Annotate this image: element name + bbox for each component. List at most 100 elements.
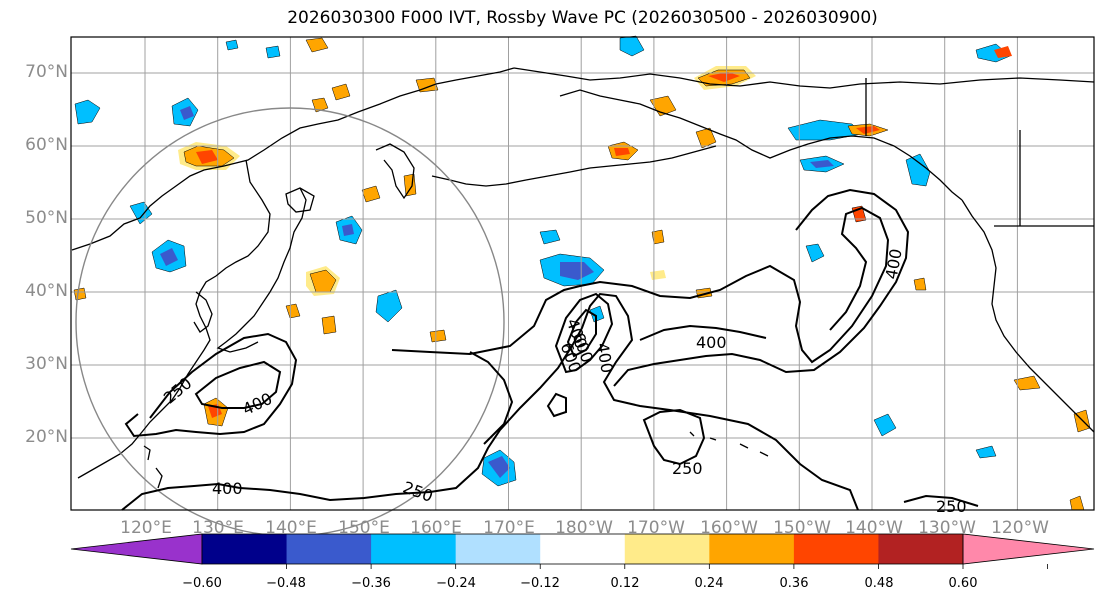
lon-label-120e: 120°E [120, 518, 172, 538]
positive-anomaly-patch [429, 329, 447, 343]
negative-anomaly-patch [265, 45, 281, 59]
negative-anomaly-patch [975, 445, 997, 459]
positive-anomaly-patch [708, 72, 740, 82]
ivt-contour-inner-loop [546, 392, 567, 418]
contour-label: 400 [696, 333, 727, 352]
negative-anomaly-patch [873, 413, 897, 437]
negative-anomaly-patch [375, 289, 403, 323]
colorbar-tick-label: 0.60 [948, 576, 978, 591]
colorbar-segment [709, 534, 795, 564]
ivt-contour-outer [391, 206, 890, 364]
contour-label: 400 [240, 389, 276, 419]
canada-border [865, 78, 1021, 226]
korea-coastline [193, 291, 213, 333]
positive-anomaly-patch [403, 173, 417, 197]
ivt-contour-250-west [124, 332, 298, 438]
colorbar-tick-label: 0.12 [610, 576, 640, 591]
contour-label: 250 [160, 373, 196, 407]
negative-anomaly-patch [905, 153, 931, 187]
alaska-coastline [559, 89, 963, 201]
lon-label-140e: 140°E [265, 518, 317, 538]
lon-label-170e: 170°E [483, 518, 535, 538]
lon-label-180w: 180°W [555, 518, 613, 538]
positive-anomaly-patch [331, 83, 351, 101]
positive-anomaly-patch [415, 77, 439, 93]
colorbar-segment [371, 534, 457, 564]
coastlines [71, 67, 1095, 489]
contour-label: 250 [672, 459, 703, 478]
negative-anomaly-patch [589, 305, 605, 323]
ivt-contour-600-inner [566, 308, 597, 358]
negative-anomaly-patch [619, 35, 645, 57]
negative-anomaly-patch [74, 99, 101, 125]
colorbar-tick-label: 0.24 [694, 576, 724, 591]
positive-anomaly-patch [309, 269, 337, 293]
ivt-contour-250-pacific [469, 351, 514, 445]
lat-label-30n: 30°N [25, 354, 68, 374]
ivt-contour-400-west [194, 360, 282, 409]
positive-anomaly-patch [196, 150, 218, 164]
colorbar-segment [202, 534, 288, 564]
chart-title: 2026030300 F000 IVT, Rossby Wave PC (202… [287, 8, 878, 28]
lat-label-70n: 70°N [25, 62, 68, 82]
negative-anomaly-patch [810, 160, 834, 168]
ivt-anomaly-patches [73, 35, 1091, 511]
north-america-coastline [961, 199, 1095, 433]
positive-anomaly-patch [913, 277, 927, 291]
colorbar-extension-max [962, 533, 1095, 565]
lat-lon-grid [71, 37, 1094, 510]
colorbar-tick-label: −0.60 [182, 576, 222, 591]
colorbar-segment [793, 534, 879, 564]
negative-anomaly-patch [805, 243, 825, 263]
asia-coastline [71, 67, 515, 251]
colorbar-border [201, 533, 964, 565]
lon-label-170w: 170°W [627, 518, 685, 538]
japan-coastline [216, 187, 307, 353]
positive-anomaly-patch [1013, 375, 1041, 391]
lat-label-60n: 60°N [25, 135, 68, 155]
lon-label-160e: 160°E [410, 518, 462, 538]
negative-anomaly-patch [539, 229, 561, 245]
colorbar-segment [624, 534, 710, 564]
ivt-contour-se [642, 408, 706, 466]
positive-anomaly-patch [361, 185, 381, 203]
hawaii-islands [689, 431, 769, 457]
negative-anomaly-patch [180, 106, 194, 120]
contour-label: 400 [882, 247, 906, 280]
negative-anomaly-patch [488, 456, 510, 478]
lat-label-20n: 20°N [25, 427, 68, 447]
positive-anomaly-patch [311, 97, 329, 113]
map-frame [70, 36, 1095, 511]
china-sea-islands [143, 445, 163, 489]
colorbar-segment [878, 534, 964, 564]
lon-label-150e: 150°E [338, 518, 390, 538]
colorbar-tick-label: 0.48 [864, 576, 894, 591]
ivt-contour-south-east [903, 494, 979, 507]
colorbar-segment [455, 534, 541, 564]
lon-label-150w: 150°W [773, 518, 831, 538]
lon-label-140w: 140°W [845, 518, 903, 538]
aleutian-chain [431, 145, 717, 187]
positive-anomaly-patch [321, 315, 337, 335]
colorbar-tick-label: −0.48 [266, 576, 306, 591]
lon-label-130w: 130°W [918, 518, 976, 538]
kamchatka-coastline [375, 143, 415, 200]
lat-label-40n: 40°N [25, 281, 68, 301]
positive-anomaly-patch [305, 37, 329, 53]
lat-label-50n: 50°N [25, 208, 68, 228]
colorbar-extension-min [70, 533, 203, 565]
contour-labels: 250 400 400 400 400 250 250 400 250 400 … [160, 247, 967, 516]
positive-anomaly-patch [994, 46, 1012, 58]
positive-anomaly-patch [1073, 409, 1091, 433]
lon-label-160w: 160°W [700, 518, 758, 538]
positive-anomaly-patch [650, 270, 666, 280]
ivt-contour-400-east [639, 324, 767, 341]
arctic-coastline [513, 67, 1095, 89]
colorbar-tick-label: −0.24 [436, 576, 476, 591]
lon-label-120w: 120°W [991, 518, 1049, 538]
colorbar [70, 533, 1095, 569]
ivt-contour-400-south [121, 482, 241, 511]
negative-anomaly-patch [160, 248, 178, 266]
ivt-contour-250-south [239, 292, 859, 511]
